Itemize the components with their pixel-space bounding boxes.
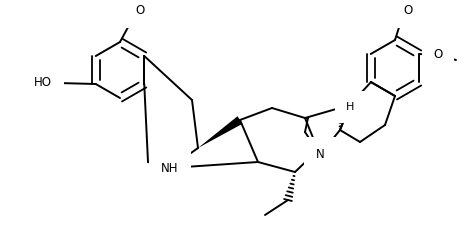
Text: O: O [404, 3, 413, 17]
Text: HO: HO [34, 76, 52, 90]
Text: O: O [135, 3, 144, 17]
Polygon shape [198, 116, 243, 148]
Text: O: O [433, 49, 443, 62]
Text: N: N [316, 149, 324, 161]
Text: H: H [346, 102, 354, 112]
Text: NH: NH [161, 161, 179, 175]
